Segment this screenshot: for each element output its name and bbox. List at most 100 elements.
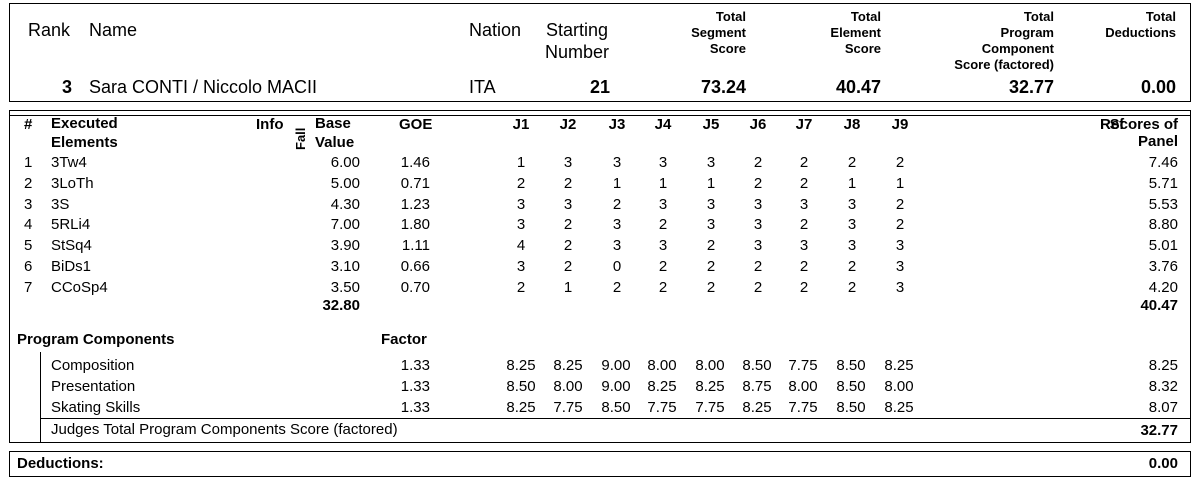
- element-judge-score: 3: [563, 195, 573, 213]
- element-base-value: 6.00: [330, 154, 360, 171]
- panel-element-total: 40.47: [1140, 297, 1178, 314]
- element-judge-score: 3: [799, 237, 809, 255]
- element-judge-score: 2: [753, 258, 763, 275]
- component-judge-score: 8.50: [601, 399, 631, 416]
- element-judge-score: 2: [563, 237, 573, 255]
- element-goe: 0.71: [400, 174, 430, 192]
- element-judge-score: 2: [799, 258, 809, 275]
- element-base-value: 7.00: [330, 216, 360, 234]
- deductions-box: [9, 451, 1191, 477]
- col-j9: J9: [891, 116, 909, 133]
- tss-value: 73.24: [700, 77, 746, 97]
- element-judge-score: 2: [847, 154, 857, 171]
- components-total-rule: [40, 418, 1190, 419]
- element-judge-score: 2: [612, 195, 622, 213]
- component-name: Skating Skills: [51, 399, 141, 416]
- component-judge-score: 8.25: [506, 399, 536, 416]
- element-judge-score: 4: [516, 237, 526, 255]
- component-judge-score: 9.00: [601, 378, 631, 395]
- pcs-label: Total Program Component Score (factored): [954, 9, 1054, 72]
- name-label: Name: [89, 20, 138, 40]
- element-judge-score: 2: [799, 216, 809, 234]
- element-judge-score: 2: [847, 258, 857, 275]
- col-j8: J8: [843, 116, 861, 133]
- components-title: Program Components: [17, 331, 175, 348]
- element-number: 5: [24, 237, 33, 255]
- element-judge-score: 1: [706, 174, 716, 192]
- component-factor: 1.33: [400, 378, 430, 395]
- deductions-value: 0.00: [1140, 77, 1176, 97]
- element-judge-score: 2: [753, 154, 763, 171]
- element-number: 4: [24, 216, 33, 234]
- col-goe: GOE: [399, 116, 433, 133]
- element-judge-score: 1: [563, 278, 573, 296]
- element-panel-score: 5.53: [1148, 195, 1178, 213]
- component-judge-score: 7.75: [788, 357, 818, 374]
- element-goe: 1.80: [400, 216, 430, 234]
- element-code: CCoSp4: [51, 278, 108, 296]
- deductions-row-value: 0.00: [1148, 455, 1178, 472]
- element-judge-score: 1: [895, 174, 905, 192]
- element-judge-score: 3: [516, 216, 526, 234]
- element-judge-score: 3: [563, 154, 573, 171]
- scores-box: [9, 110, 1191, 443]
- element-base-value: 3.90: [330, 237, 360, 255]
- tes-value: 40.47: [835, 77, 881, 97]
- element-judge-score: 3: [516, 258, 526, 275]
- component-judge-score: 8.25: [884, 399, 914, 416]
- col-j1: J1: [512, 116, 530, 133]
- component-judge-score: 7.75: [647, 399, 677, 416]
- element-code: 5RLi4: [51, 216, 91, 234]
- element-judge-score: 2: [706, 258, 716, 275]
- component-judge-score: 8.25: [742, 399, 772, 416]
- element-base-value: 3.50: [330, 278, 360, 296]
- component-judge-score: 8.25: [695, 378, 725, 395]
- pcs-value: 32.77: [1008, 77, 1054, 97]
- element-judge-score: 2: [753, 278, 763, 296]
- element-judge-score: 0: [612, 258, 622, 275]
- nation-label: Nation: [469, 20, 522, 40]
- element-judge-score: 2: [799, 154, 809, 171]
- element-judge-score: 3: [658, 195, 668, 213]
- element-panel-score: 8.80: [1148, 216, 1178, 234]
- element-code: BiDs1: [51, 258, 92, 275]
- col-panel: Panel: [1137, 133, 1178, 150]
- component-judge-score: 7.75: [788, 399, 818, 416]
- element-goe: 0.66: [400, 258, 430, 275]
- component-judge-score: 8.25: [647, 378, 677, 395]
- element-judge-score: 2: [563, 174, 573, 192]
- col-j2: J2: [559, 116, 577, 133]
- component-judge-score: 8.25: [506, 357, 536, 374]
- rank-value: 3: [62, 77, 73, 97]
- col-j6: J6: [749, 116, 767, 133]
- element-judge-score: 3: [753, 216, 763, 234]
- element-number: 2: [24, 174, 33, 192]
- element-judge-score: 3: [753, 195, 763, 213]
- element-judge-score: 2: [706, 237, 716, 255]
- tss-label: Total Segment Score: [691, 9, 746, 56]
- component-judge-score: 8.00: [647, 357, 677, 374]
- element-judge-score: 3: [706, 195, 716, 213]
- element-judge-score: 2: [753, 174, 763, 192]
- component-judge-score: 8.50: [836, 399, 866, 416]
- element-number: 7: [24, 278, 33, 296]
- nation-value: ITA: [469, 77, 496, 97]
- component-judge-score: 8.50: [836, 378, 866, 395]
- component-name: Presentation: [51, 378, 136, 395]
- component-judge-score: 8.75: [742, 378, 772, 395]
- element-panel-score: 7.46: [1148, 154, 1178, 171]
- element-goe: 1.46: [400, 154, 430, 171]
- element-base-value: 3.10: [330, 258, 360, 275]
- element-panel-score: 3.76: [1148, 258, 1178, 275]
- component-name: Composition: [51, 357, 135, 374]
- element-judge-score: 2: [895, 195, 905, 213]
- element-judge-score: 3: [895, 237, 905, 255]
- col-j5: J5: [702, 116, 720, 133]
- skater-name: Sara CONTI / Niccolo MACII: [89, 77, 318, 97]
- element-goe: 0.70: [400, 278, 430, 296]
- element-judge-score: 2: [895, 154, 905, 171]
- component-judge-score: 8.00: [788, 378, 818, 395]
- element-judge-score: 2: [516, 174, 526, 192]
- element-code: 3S: [51, 195, 70, 213]
- element-judge-score: 3: [753, 237, 763, 255]
